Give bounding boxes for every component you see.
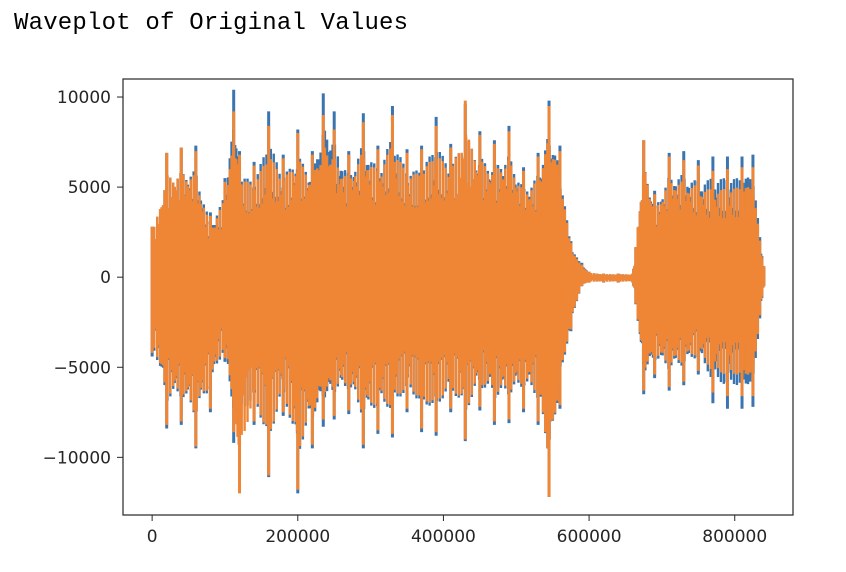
waveform-body	[589, 274, 604, 281]
x-tick-label: 600000	[557, 527, 622, 547]
waveform-body	[166, 205, 182, 359]
waveform-body	[570, 258, 582, 306]
waveform-body	[254, 193, 269, 387]
waveform-body	[377, 188, 393, 364]
y-tick-label: 0	[100, 268, 111, 288]
page-title: Waveplot of Original Values	[14, 10, 409, 37]
y-tick-label: 10000	[57, 88, 111, 108]
waveform-body	[239, 209, 255, 397]
x-axis: 0 200000 400000 600000 800000	[147, 515, 767, 547]
waveform-body	[632, 201, 644, 340]
waveform-body	[181, 205, 196, 371]
plot-area	[150, 89, 766, 497]
x-tick-label: 400000	[411, 527, 476, 547]
waveform-body	[581, 270, 590, 283]
plot-frame	[122, 78, 794, 516]
waveform-body	[363, 191, 378, 370]
waveform-body	[494, 196, 509, 357]
waveform-body	[297, 197, 313, 395]
waveform-body	[698, 215, 713, 341]
waveform-body	[436, 193, 451, 363]
waveform-body	[742, 216, 753, 343]
waveform-body	[752, 216, 764, 343]
waveform-body	[312, 188, 324, 370]
x-tick-label: 800000	[702, 527, 767, 547]
waveform-body	[669, 210, 684, 338]
y-tick-label: −10000	[43, 448, 111, 468]
waveform-body	[465, 180, 480, 367]
waveform-body	[323, 188, 335, 356]
waveform-body	[549, 183, 560, 399]
waveform-body	[421, 193, 437, 363]
waveform-body	[407, 206, 422, 361]
waveform-body	[523, 210, 539, 357]
y-tick-label: 5000	[68, 178, 111, 198]
y-axis: 10000 5000 0 −5000 −10000	[43, 88, 123, 468]
y-tick-label: −5000	[53, 358, 111, 378]
waveform-body	[654, 210, 670, 338]
waveform-body	[450, 180, 466, 367]
waveform-body	[603, 275, 619, 281]
waveform-body	[210, 224, 225, 350]
waveform-body	[268, 193, 284, 387]
waveform-body	[508, 196, 524, 356]
waveform-body	[683, 212, 699, 335]
waveform-body	[224, 186, 234, 363]
x-tick-label: 0	[147, 527, 158, 547]
waveform-body	[195, 207, 211, 371]
waveform-body	[479, 198, 495, 357]
waveform-body	[283, 197, 298, 395]
waveform-body	[712, 217, 728, 343]
waveform-body	[559, 207, 571, 348]
waveform-body	[152, 208, 167, 359]
waveform-body	[618, 275, 633, 281]
waveform-body	[348, 191, 364, 370]
x-tick-label: 200000	[265, 527, 330, 547]
waveform-body	[538, 183, 550, 399]
series-2-waveform	[150, 100, 766, 497]
waveform-body	[727, 216, 743, 343]
waveform-body	[643, 201, 655, 340]
waveform-body	[392, 188, 408, 364]
waveform-body	[334, 195, 349, 354]
